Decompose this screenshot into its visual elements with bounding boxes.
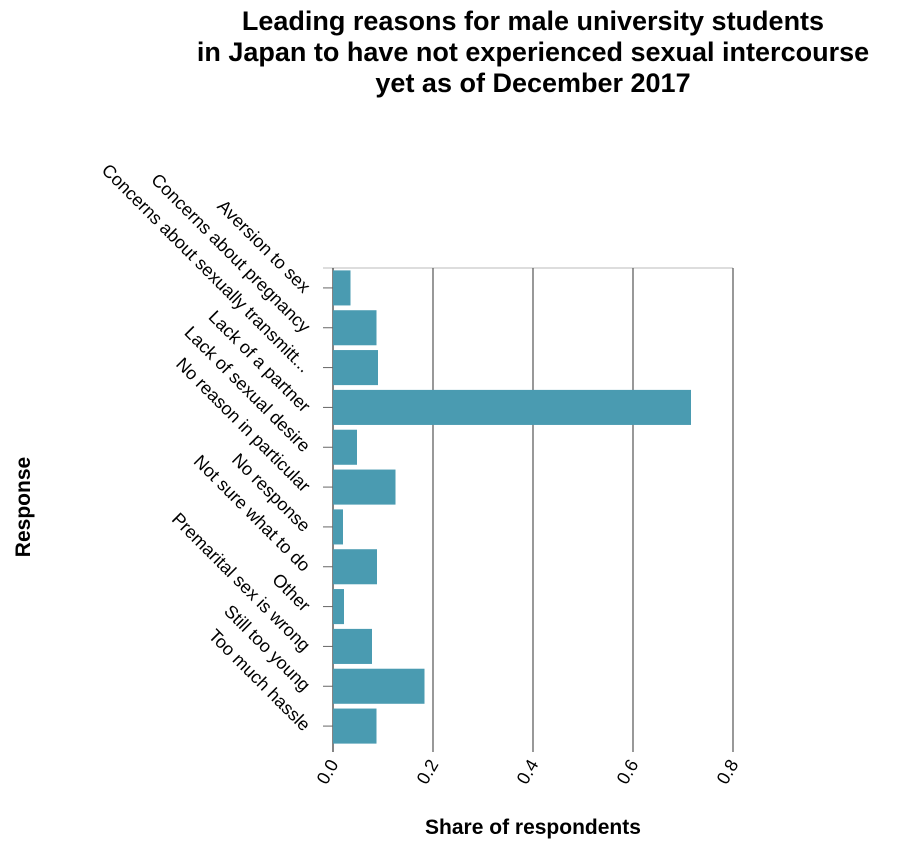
chart-title-line-2: in Japan to have not experienced sexual …	[197, 37, 869, 67]
bar	[333, 429, 357, 465]
x-tick-label: 0.2	[413, 756, 443, 788]
bar	[333, 589, 344, 625]
x-tick-label: 0.6	[613, 756, 643, 788]
bar	[333, 270, 351, 306]
x-tick-label: 0.8	[713, 756, 743, 788]
bar	[333, 668, 425, 704]
x-tick-label: 0.0	[313, 756, 343, 788]
chart-title: Leading reasons for male university stud…	[197, 6, 869, 98]
y-tick-label: Concerns about pregnancy	[147, 170, 314, 337]
y-axis-title: Response	[12, 457, 35, 557]
bar	[333, 708, 377, 744]
bar	[333, 628, 372, 664]
chart-title-line-3: yet as of December 2017	[375, 68, 690, 98]
bar	[333, 389, 691, 425]
x-axis-tick-labels: 0.0 0.2 0.4 0.6 0.8	[313, 756, 743, 788]
bar	[333, 509, 343, 545]
bars	[333, 270, 691, 744]
x-tick-label: 0.4	[513, 756, 543, 788]
bar	[333, 469, 396, 505]
y-axis-ticks	[323, 287, 333, 727]
bar	[333, 310, 377, 346]
chart-title-line-1: Leading reasons for male university stud…	[242, 6, 824, 36]
bar	[333, 350, 378, 386]
bar	[333, 549, 377, 585]
x-axis-title: Share of respondents	[425, 816, 641, 839]
gridlines	[323, 267, 734, 752]
